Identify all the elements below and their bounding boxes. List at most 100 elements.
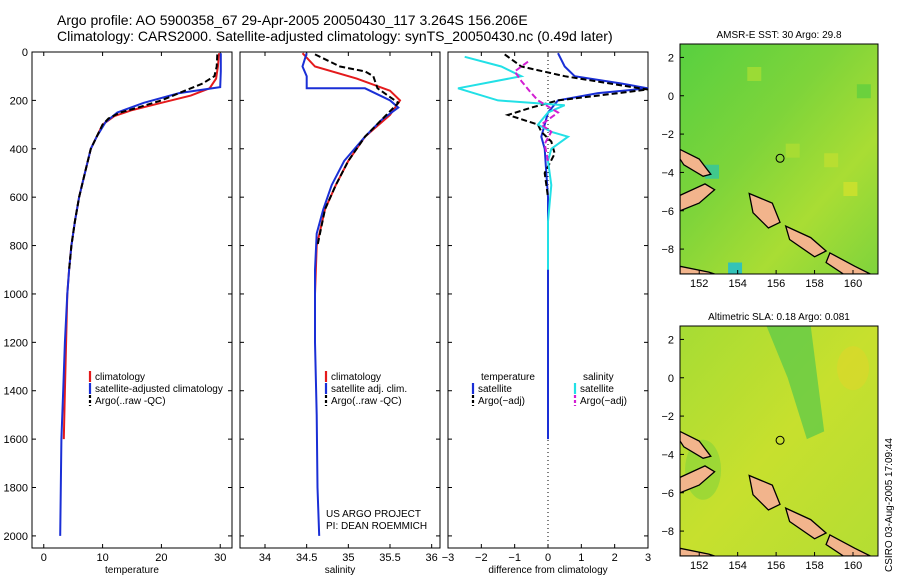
legend-entry: satellite adj. clim. (331, 384, 407, 395)
series-line-argo-raw-qc- (314, 53, 400, 246)
legend-entry: Argo(−adj) (580, 396, 627, 407)
y-tick-label: 1400 (4, 386, 28, 398)
y-tick-label: 800 (10, 241, 28, 253)
x-axis-label: temperature (105, 565, 159, 576)
map-y-tick-label: −2 (661, 411, 674, 423)
title-line-2: Climatology: CARS2000. Satellite-adjuste… (57, 28, 613, 44)
title-line-1: Argo profile: AO 5900358_67 29-Apr-2005 … (57, 12, 528, 28)
y-tick-label: 1000 (4, 289, 28, 301)
land-mass (825, 251, 871, 274)
x-tick-label: 10 (96, 552, 108, 564)
argo-float-marker (775, 153, 785, 163)
y-tick-label: 400 (10, 144, 28, 156)
land-mass (784, 506, 828, 540)
y-tick-label: 1600 (4, 434, 28, 446)
map-x-tick-label: 160 (844, 278, 862, 290)
series-line-argo-raw-qc- (68, 54, 219, 270)
map-title: AMSR-E SST: 30 Argo: 29.8 (716, 30, 841, 41)
sst-cell (747, 67, 762, 81)
land-mass (825, 533, 871, 556)
legend-entry: satellite (478, 384, 512, 395)
y-tick-label: 1200 (4, 337, 28, 349)
series-line-salinity-argo-adj- (513, 60, 560, 162)
legend-header: salinity (583, 372, 614, 383)
x-tick-label: 0 (41, 552, 47, 564)
legend-entry: Argo(−adj) (478, 396, 525, 407)
x-tick-label: 36 (426, 552, 438, 564)
legend-entry: climatology (95, 372, 145, 383)
y-tick-label: 600 (10, 192, 28, 204)
sla-low-anomaly (766, 326, 825, 440)
map-x-tick-label: 158 (805, 278, 823, 290)
legend-entry: Argo(..raw -QC) (331, 396, 402, 407)
map-y-tick-label: 2 (668, 334, 674, 346)
x-tick-label: −3 (442, 552, 455, 564)
legend-entry: Argo(..raw -QC) (95, 396, 166, 407)
panel-frame (239, 51, 441, 549)
map-y-tick-label: 2 (668, 52, 674, 64)
map-x-tick-label: 156 (767, 278, 785, 290)
series-line-salinity-satellite (457, 55, 571, 270)
map-y-tick-label: −8 (661, 526, 674, 538)
legend-entry: satellite-adjusted climatology (95, 384, 223, 395)
x-tick-label: 3 (645, 552, 651, 564)
map-x-tick-label: 154 (728, 560, 746, 572)
land-mass (680, 183, 716, 212)
map-sla: Altimetric SLA: 0.18 Argo: 0.081 152 154 15… (661, 312, 879, 572)
x-tick-label: 30 (214, 552, 226, 564)
x-tick-label: 34.5 (296, 552, 317, 564)
map-y-tick-label: 0 (668, 91, 674, 103)
map-y-tick-label: −4 (661, 449, 674, 461)
x-tick-label: −1 (508, 552, 521, 564)
x-tick-label: 0 (545, 552, 551, 564)
x-tick-label: 2 (612, 552, 618, 564)
x-tick-label: 35 (342, 552, 354, 564)
land-mass (680, 465, 716, 494)
map-y-tick-label: −6 (661, 206, 674, 218)
x-tick-label: −2 (475, 552, 488, 564)
panel-temperature: 0 200 400 600 800 1000 1200 1400 1600 1800 2000 0 10… (4, 47, 233, 576)
map-x-tick-label: 156 (767, 560, 785, 572)
sst-cell (785, 143, 800, 158)
x-tick-label: 34 (259, 552, 271, 564)
map-y-tick-label: 0 (668, 373, 674, 385)
y-tick-label: 200 (10, 95, 28, 107)
x-axis-label: salinity (325, 565, 356, 576)
sst-cell (728, 262, 743, 274)
sst-cell (824, 153, 839, 168)
x-tick-label: 20 (155, 552, 167, 564)
map-sst: AMSR-E SST: 30 Argo: 29.8 152 154 156 158 160… (661, 30, 879, 290)
map-frame (679, 43, 879, 275)
y-tick-label: 0 (22, 47, 28, 59)
series-line-climatology (301, 52, 402, 295)
argo-float-marker (775, 435, 785, 445)
sst-cell (856, 84, 871, 99)
map-title: Altimetric SLA: 0.18 Argo: 0.081 (708, 312, 850, 323)
legend-entry: satellite (580, 384, 614, 395)
map-frame (679, 325, 879, 557)
land-mass (784, 224, 828, 258)
panel-frame (31, 51, 233, 549)
sla-high-anomaly (837, 346, 870, 391)
map-x-tick-label: 158 (805, 560, 823, 572)
series-line-satellite-adj-clim- (301, 52, 400, 536)
map-x-tick-label: 152 (690, 560, 708, 572)
y-tick-label: 1800 (4, 483, 28, 495)
map-x-tick-label: 152 (690, 278, 708, 290)
x-axis-label: difference from climatology (488, 565, 607, 576)
sst-cell (843, 182, 858, 196)
map-background (680, 44, 878, 274)
map-y-tick-label: −6 (661, 488, 674, 500)
x-tick-label: 1 (578, 552, 584, 564)
map-y-tick-label: −4 (661, 167, 674, 179)
project-annotation: US ARGO PROJECT (326, 509, 421, 520)
series-line-temperature-argo-adj- (504, 53, 649, 198)
map-y-tick-label: −2 (661, 129, 674, 141)
map-x-tick-label: 154 (728, 278, 746, 290)
map-x-tick-label: 160 (844, 560, 862, 572)
land-mass (748, 192, 781, 229)
legend-entry: climatology (331, 372, 381, 383)
map-panels: AMSR-E SST: 30 Argo: 29.8 152 154 156 158 160… (661, 30, 879, 572)
